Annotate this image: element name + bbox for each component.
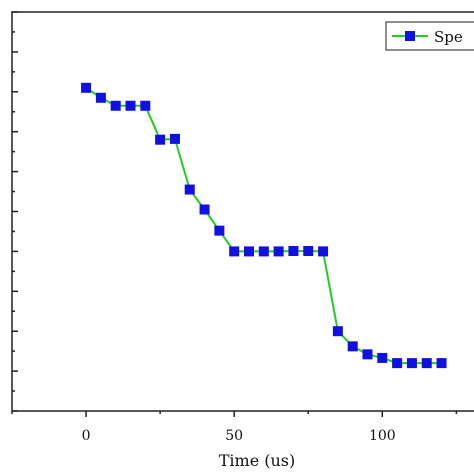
data-point — [362, 349, 373, 360]
data-point — [81, 82, 92, 93]
plot-frame — [11, 11, 474, 412]
data-point — [406, 358, 417, 369]
data-point — [377, 352, 388, 363]
data-point — [125, 100, 136, 111]
y-axis-ticks — [12, 11, 18, 412]
series-line — [85, 86, 442, 365]
data-point — [288, 246, 299, 257]
data-point — [214, 225, 225, 236]
x-axis-title: Time (us) — [219, 451, 296, 470]
data-point — [229, 246, 240, 257]
data-point — [392, 358, 403, 369]
data-point — [155, 134, 166, 145]
data-point — [273, 246, 284, 257]
plot-frame-rect — [11, 11, 474, 412]
data-point — [303, 246, 314, 257]
data-point — [244, 246, 254, 257]
x-tick-label: 50 — [225, 428, 243, 444]
legend-label: Spe — [434, 28, 463, 46]
data-point — [95, 92, 106, 103]
legend-marker-sample — [405, 31, 415, 41]
data-point — [318, 246, 329, 257]
data-point — [199, 204, 210, 215]
data-point — [332, 326, 343, 337]
series-layer — [81, 82, 447, 369]
x-tick-label: 0 — [82, 428, 91, 444]
data-point — [436, 358, 447, 369]
data-point — [110, 100, 121, 111]
data-point — [421, 358, 432, 369]
data-point — [140, 100, 151, 111]
data-point — [169, 133, 180, 144]
data-point — [347, 341, 358, 352]
x-tick-label: 100 — [369, 428, 396, 444]
legend: Spe — [385, 21, 474, 51]
x-axis-ticks: 0 50 100 — [11, 411, 458, 444]
data-point — [258, 246, 269, 257]
data-point — [184, 184, 195, 195]
